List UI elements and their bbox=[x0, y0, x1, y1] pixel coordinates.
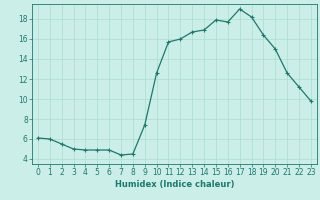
X-axis label: Humidex (Indice chaleur): Humidex (Indice chaleur) bbox=[115, 180, 234, 189]
